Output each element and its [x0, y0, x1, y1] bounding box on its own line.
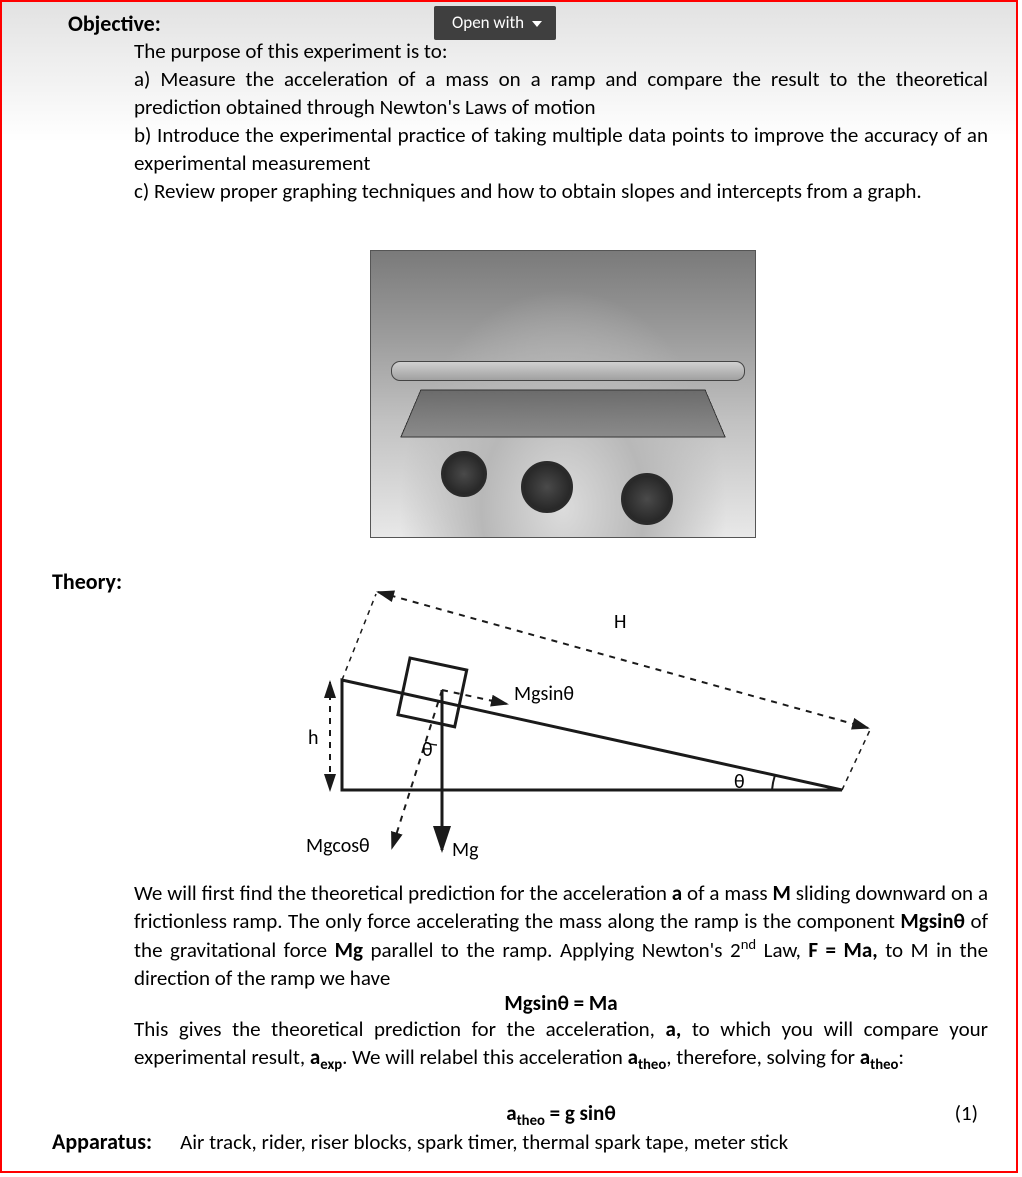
text-bold-M: M [772, 880, 790, 906]
eq2-atheo: atheo [506, 1100, 545, 1126]
open-with-button[interactable]: Open with [434, 6, 556, 40]
text: a [860, 1044, 870, 1070]
diagram-label-H: H [614, 610, 626, 634]
text: a [506, 1100, 516, 1126]
text-aexp: aexp [310, 1044, 342, 1070]
objective-item-c: c) Review proper graphing techniques and… [134, 178, 988, 206]
text-atheo2: atheo [860, 1044, 899, 1070]
diagram-label-h: h [308, 726, 319, 750]
text-sub: exp [320, 1055, 342, 1073]
diagram-label-Mgcos: Mgcosθ [306, 834, 370, 858]
objective-heading: Objective: [68, 10, 161, 37]
lab-photo [370, 250, 756, 538]
photo-stool-icon [441, 451, 487, 497]
diagram-label-theta2: θ [734, 770, 745, 794]
theory-paragraph-1: We will first find the theoretical predi… [134, 880, 988, 993]
text: We will first find the theoretical predi… [134, 880, 672, 906]
objective-item-a: a) Measure the acceleration of a mass on… [134, 66, 988, 121]
apparatus-heading: Apparatus: [52, 1128, 152, 1155]
theory-equation-1: Mgsinθ = Ma [134, 990, 988, 1018]
apparatus-text: Air track, rider, riser blocks, spark ti… [180, 1129, 788, 1155]
objective-item-b: b) Introduce the experimental practice o… [134, 122, 988, 177]
text-bold-a: a [672, 880, 682, 906]
text-sub: theo [638, 1055, 666, 1073]
text: parallel to the ramp. Applying Newton's … [363, 937, 741, 963]
chevron-down-icon [532, 21, 542, 27]
text-bold-FMa: F = Ma, [808, 937, 877, 963]
diagram-label-Mgsin: Mgsinθ [514, 682, 574, 706]
text: a [628, 1044, 638, 1070]
equation-number: (1) [955, 1100, 978, 1126]
objective-lead: The purpose of this experiment is to: [134, 38, 988, 66]
document-frame: Open with Objective: The purpose of this… [0, 0, 1018, 1173]
text-bold-a: a, [666, 1016, 682, 1042]
photo-stool-icon [521, 461, 573, 513]
text-sub: theo [870, 1055, 898, 1073]
text: a [310, 1044, 320, 1070]
text-sup-nd: nd [741, 935, 756, 953]
theory-heading: Theory: [52, 568, 122, 595]
text: . We will relabel this acceleration [342, 1044, 628, 1070]
photo-stool-icon [621, 473, 673, 525]
diagram-label-theta1: θ [422, 738, 433, 762]
text: = g sinθ [545, 1100, 616, 1126]
text: This gives the theoretical prediction fo… [134, 1016, 666, 1042]
text-bold-Mg: Mg [335, 937, 363, 963]
theory-paragraph-2: This gives the theoretical prediction fo… [134, 1016, 988, 1074]
text-atheo: atheo [628, 1044, 667, 1070]
diagram-label-Mg: Mg [452, 838, 479, 862]
text: of a mass [682, 880, 772, 906]
ramp-diagram: H h θ θ Mg Mgcosθ Mgsinθ [282, 550, 882, 870]
text: Law, [756, 937, 808, 963]
text-sub: theo [517, 1111, 545, 1129]
text: : [898, 1044, 904, 1070]
apparatus-row: Apparatus: Air track, rider, riser blocks… [52, 1128, 788, 1155]
open-with-label: Open with [452, 12, 524, 33]
text-bold-Mgsin: Mgsinθ [900, 908, 965, 934]
text: , therefore, solving for [666, 1044, 860, 1070]
